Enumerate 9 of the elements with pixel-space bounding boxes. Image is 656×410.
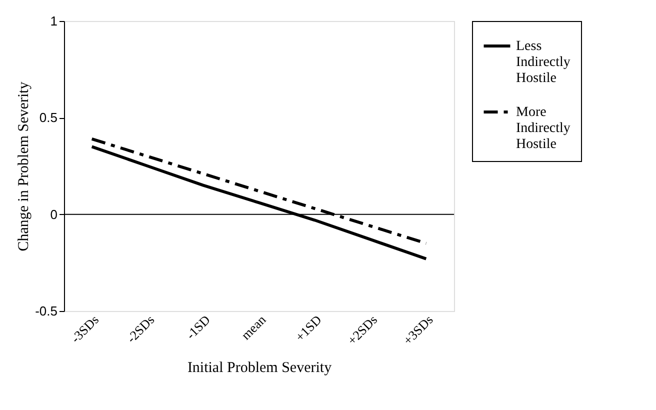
legend-label: Less Indirectly Hostile <box>516 39 570 86</box>
x-tick-label: -1SD <box>182 312 213 342</box>
y-tick-label: 1 <box>50 14 58 28</box>
y-axis-title: Change in Problem Severity <box>16 81 32 252</box>
y-tick-label: 0.5 <box>39 110 58 126</box>
x-axis-title: Initial Problem Severity <box>187 360 332 376</box>
y-tick-label: 0 <box>50 206 58 222</box>
legend-label: More Indirectly Hostile <box>516 105 570 152</box>
y-tick-label: -0.5 <box>35 304 58 318</box>
